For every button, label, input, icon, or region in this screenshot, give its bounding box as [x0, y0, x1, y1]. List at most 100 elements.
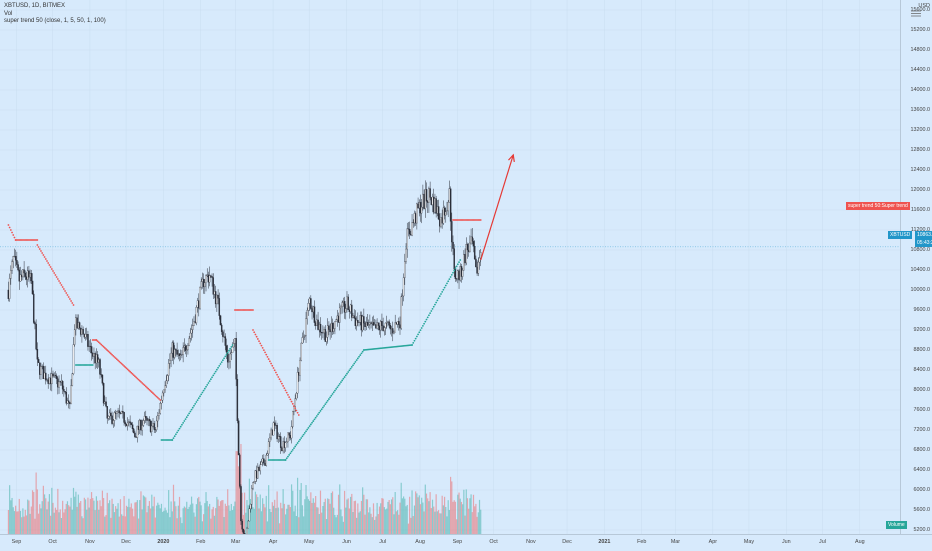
volume-bar	[225, 505, 228, 534]
candle-body	[202, 278, 205, 288]
candle-body	[290, 426, 293, 439]
candle-body	[275, 424, 277, 426]
volume-legend[interactable]: Vol	[4, 10, 13, 17]
volume-bar	[425, 493, 428, 534]
volume-bar	[78, 502, 81, 534]
supertrend-dot	[213, 372, 216, 375]
supertrend-dot	[425, 318, 428, 321]
volume-bar	[283, 503, 285, 534]
candle-body	[478, 257, 481, 263]
volume-bar	[435, 494, 437, 534]
candle-body	[155, 420, 158, 430]
volume-bar	[371, 517, 373, 534]
supertrend-dot	[106, 349, 109, 352]
symbol-info[interactable]: XBTUSD, 1D, BITMEX	[4, 3, 66, 9]
candle-body	[289, 435, 292, 439]
supertrend-dot	[331, 393, 334, 395]
supertrend-dot	[287, 455, 289, 458]
candle-body	[452, 241, 454, 249]
candle-body	[11, 261, 13, 271]
candle-body	[112, 420, 115, 424]
volume-bar	[221, 500, 223, 534]
candle-body	[37, 359, 40, 363]
volume-bar	[121, 514, 123, 534]
scale-settings-icon[interactable]	[911, 10, 921, 17]
candle-body	[471, 236, 474, 242]
supertrend-dot	[258, 340, 260, 343]
volume-bar	[30, 506, 32, 534]
supertrend-dot	[120, 362, 123, 365]
supertrend-dot	[114, 357, 117, 360]
candle-body	[183, 345, 186, 348]
candle-body	[94, 353, 96, 364]
supertrend-dot	[266, 355, 269, 358]
candle-body	[149, 420, 152, 432]
candle-body	[193, 321, 195, 326]
candle-body	[134, 432, 136, 437]
volume-bar	[423, 511, 425, 534]
supertrend-dot	[182, 422, 185, 424]
candle-body	[354, 317, 357, 326]
candle-body	[18, 269, 21, 282]
price-tick: 14800.0	[910, 47, 931, 53]
volume-bar	[413, 505, 416, 534]
candle-body	[446, 210, 448, 212]
volume-bar	[59, 509, 61, 534]
candle-body	[363, 316, 365, 324]
candle-body	[346, 296, 348, 309]
candle-body	[279, 436, 282, 448]
supertrend-dot	[434, 303, 436, 306]
candle-body	[342, 301, 345, 303]
candle-body	[308, 298, 311, 304]
projection-arrow[interactable]	[480, 153, 515, 261]
candle-body	[463, 254, 465, 271]
supertrend-dot	[288, 454, 291, 456]
supertrend-dot	[197, 397, 200, 400]
volume-bar	[415, 491, 417, 534]
volume-bar	[475, 503, 477, 534]
volume-bar	[351, 493, 353, 534]
supertrend-dot	[113, 356, 116, 358]
volume-bar	[76, 506, 78, 534]
volume-bar	[471, 512, 473, 534]
volume-bar	[343, 490, 346, 534]
candle-body	[475, 258, 477, 268]
candle-body	[406, 228, 408, 250]
volume-bar	[10, 500, 12, 534]
supertrend-dot	[202, 389, 205, 392]
supertrend-dot	[214, 370, 217, 373]
candle-body	[385, 322, 388, 324]
supertrend-dot	[289, 398, 292, 401]
candle-body	[434, 198, 436, 213]
supertrend-dot	[125, 367, 128, 370]
candle-body	[393, 332, 395, 334]
candle-body	[32, 293, 35, 323]
supertrend-dot	[178, 427, 181, 430]
supertrend-dot	[146, 386, 148, 389]
candle-body	[60, 381, 63, 383]
indicator-legend[interactable]: super trend 50 (close, 1, 5, 50, 1, 100)	[4, 18, 106, 25]
candle-body	[328, 325, 330, 330]
candle-body	[335, 319, 337, 322]
candle-body	[435, 198, 437, 214]
supertrend-dot	[267, 358, 270, 360]
volume-bar	[168, 490, 170, 534]
time-axis[interactable]: Sep Oct Nov Dec 2020 Feb Mar Apr May Jun Jul Aug Sep…	[0, 534, 932, 551]
candle-body	[476, 266, 478, 274]
supertrend-dot	[102, 345, 105, 348]
supertrend-dot	[152, 392, 154, 395]
volume-bar	[345, 507, 347, 534]
candle-body	[20, 274, 23, 278]
candle-body	[372, 322, 375, 326]
candle-body	[404, 261, 406, 278]
price-axis[interactable]: USD 15600.0 15200.0 14800.0 14400.0 14000.0 1…	[900, 0, 932, 534]
supertrend-dot	[101, 344, 104, 347]
candle-body	[336, 315, 339, 320]
volume-bar	[35, 472, 37, 534]
candle-body	[345, 308, 347, 313]
volume-bar	[293, 511, 295, 534]
supertrend-dot	[262, 349, 265, 352]
price-chart[interactable]	[0, 0, 900, 534]
arrow-head[interactable]	[508, 153, 515, 163]
arrow-shaft[interactable]	[480, 154, 514, 261]
